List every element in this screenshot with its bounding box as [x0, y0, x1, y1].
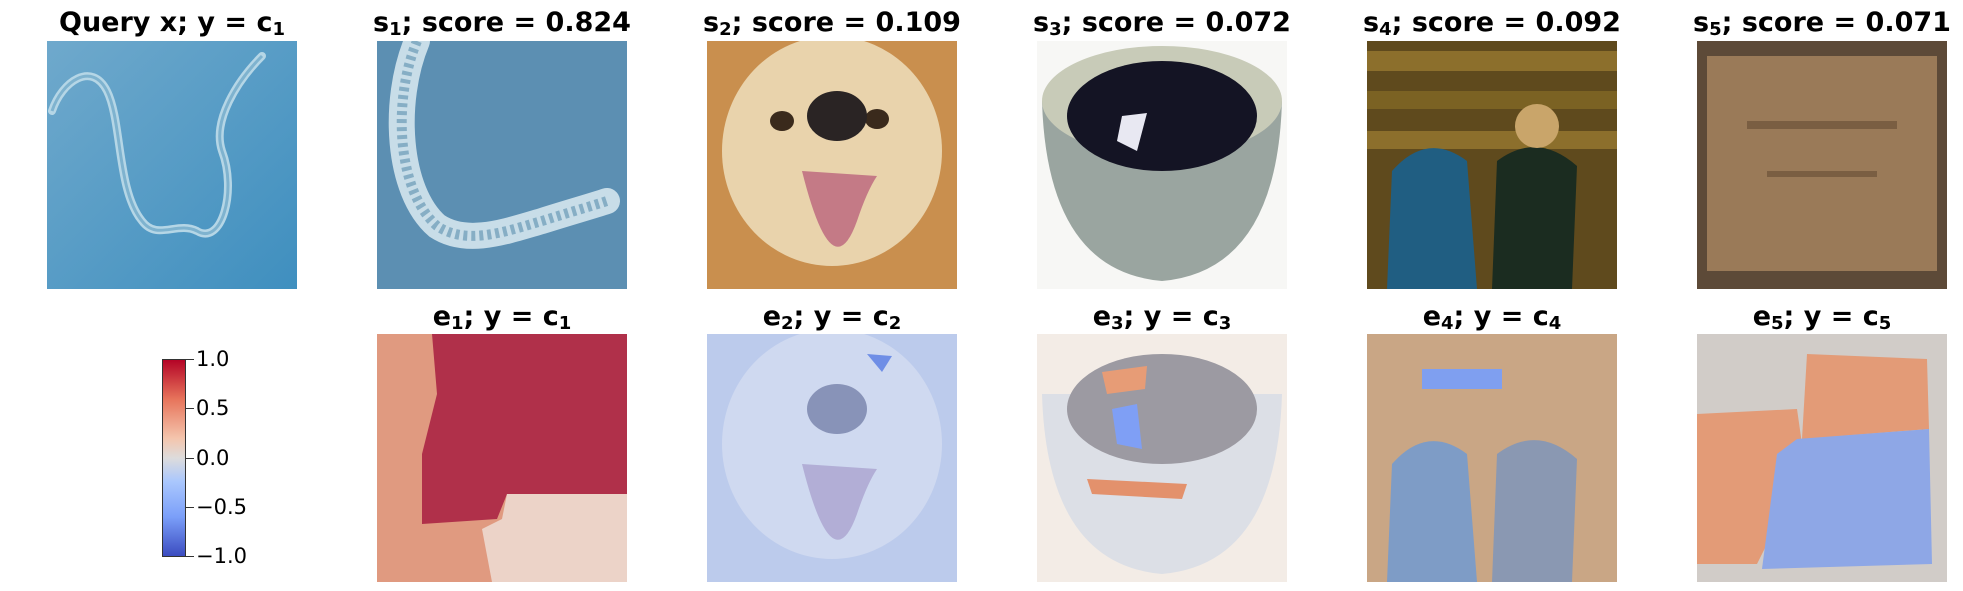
- query-image: [47, 41, 297, 289]
- colorbar-tick-label: −0.5: [196, 495, 247, 519]
- support-title: s5; score = 0.071: [1693, 7, 1951, 40]
- support-title: s2; score = 0.109: [703, 7, 961, 40]
- explanation-title: e3; y = c3: [1092, 301, 1232, 334]
- support-image: [377, 41, 627, 289]
- explanation-title: e1; y = c1: [432, 301, 572, 334]
- support-image: [707, 41, 957, 289]
- explanation-title: e4; y = c4: [1422, 301, 1562, 334]
- colorbar-tick: [186, 507, 194, 508]
- support-title: s1; score = 0.824: [373, 7, 631, 40]
- colorbar: [162, 359, 186, 557]
- colorbar-tick: [186, 556, 194, 557]
- colorbar-tick: [186, 359, 194, 360]
- query-class-idx: 1: [272, 19, 285, 40]
- support-title: s4; score = 0.092: [1363, 7, 1621, 40]
- colorbar-tick-label: 0.0: [196, 446, 230, 470]
- explanation-title: e2; y = c2: [762, 301, 902, 334]
- support-image: [1697, 41, 1947, 289]
- support-image: [1367, 41, 1617, 289]
- explanation-heatmap: [377, 334, 627, 582]
- query-title: Query x; y = c1: [7, 7, 337, 46]
- colorbar-tick: [186, 408, 194, 409]
- query-label: Query x; y =: [59, 7, 257, 38]
- query-class: c: [256, 7, 273, 38]
- explanation-heatmap: [1367, 334, 1617, 582]
- explanation-title: e5; y = c5: [1752, 301, 1892, 334]
- colorbar-tick-label: 0.5: [196, 396, 230, 420]
- support-title: s3; score = 0.072: [1033, 7, 1291, 40]
- colorbar-tick-label: −1.0: [196, 544, 247, 568]
- colorbar-tick-label: 1.0: [196, 347, 230, 371]
- colorbar-tick: [186, 458, 194, 459]
- explanation-heatmap: [1037, 334, 1287, 582]
- explanation-heatmap: [1697, 334, 1947, 582]
- explanation-heatmap: [707, 334, 957, 582]
- support-image: [1037, 41, 1287, 289]
